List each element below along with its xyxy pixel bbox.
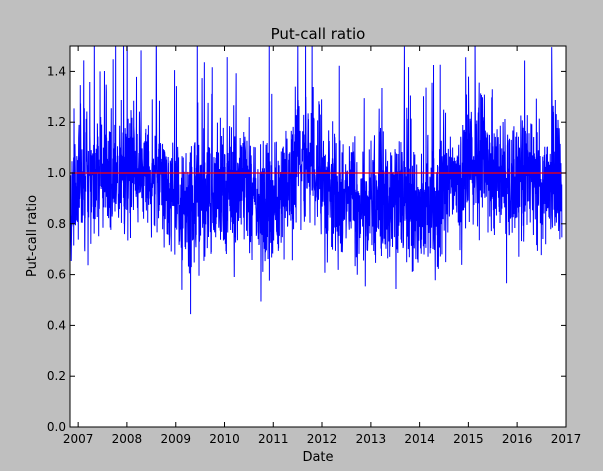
x-axis-title: Date (302, 450, 333, 465)
y-tick-label: 0.6 (47, 268, 66, 282)
x-tick-label: 2010 (209, 432, 240, 446)
y-tick-label: 1.0 (47, 166, 66, 180)
x-tick-label: 2009 (160, 432, 191, 446)
series-layer (70, 46, 566, 315)
x-tick-label: 2017 (551, 432, 582, 446)
x-tick-label: 2011 (258, 432, 289, 446)
y-tick-label: 0.0 (47, 420, 66, 434)
x-tick-label: 2016 (502, 432, 533, 446)
y-tick-label: 0.2 (47, 369, 66, 383)
x-tick-label: 2014 (404, 432, 435, 446)
x-tick-label: 2012 (307, 432, 338, 446)
x-tick-label: 2008 (112, 432, 143, 446)
y-tick-label: 0.8 (47, 217, 66, 231)
plot-frame (69, 45, 567, 428)
y-tick-label: 1.4 (47, 64, 66, 78)
x-tick-label: 2015 (453, 432, 484, 446)
chart-title: Put-call ratio (271, 25, 366, 43)
x-tick-label: 2013 (356, 432, 387, 446)
y-tick-label: 0.4 (47, 318, 66, 332)
axes-layer: 0.0 0.2 0.4 0.6 0.8 1.0 1.2 1.4 2007 2008 2009 2010… (47, 46, 581, 446)
series-line-put-call-ratio (70, 46, 563, 315)
y-axis-title: Put-call ratio (25, 195, 40, 277)
y-tick-label: 1.2 (47, 115, 66, 129)
x-tick-label: 2007 (63, 432, 94, 446)
